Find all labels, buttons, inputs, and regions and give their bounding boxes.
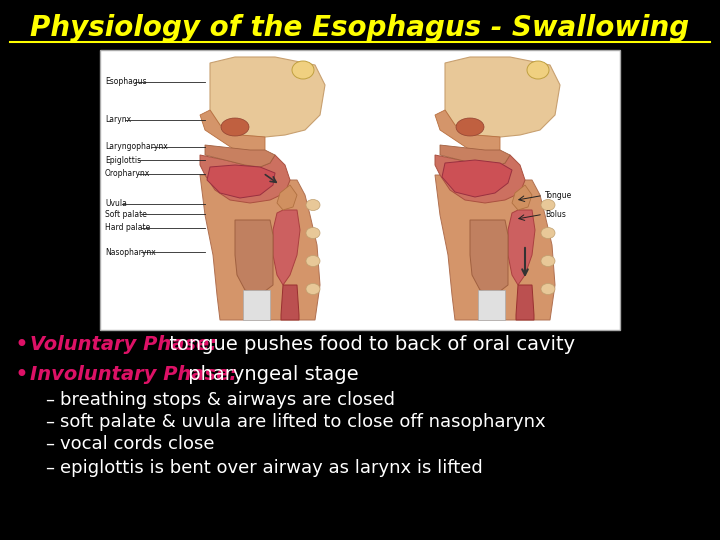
Polygon shape xyxy=(445,57,560,137)
Text: Bolus: Bolus xyxy=(545,210,566,219)
Ellipse shape xyxy=(306,227,320,239)
Ellipse shape xyxy=(221,118,249,136)
Polygon shape xyxy=(512,185,532,210)
Text: –: – xyxy=(45,391,54,409)
Polygon shape xyxy=(435,155,525,203)
Polygon shape xyxy=(440,145,510,167)
Text: Hard palate: Hard palate xyxy=(105,224,150,232)
Text: –: – xyxy=(45,459,54,477)
Text: Epiglottis: Epiglottis xyxy=(105,156,141,165)
Polygon shape xyxy=(235,220,273,295)
Ellipse shape xyxy=(527,61,549,79)
Ellipse shape xyxy=(292,61,314,79)
Text: Physiology of the Esophagus - Swallowing: Physiology of the Esophagus - Swallowing xyxy=(30,14,690,42)
Polygon shape xyxy=(281,285,299,320)
Text: Larynx: Larynx xyxy=(105,116,131,124)
Text: Nasopharynx: Nasopharynx xyxy=(105,248,156,256)
Polygon shape xyxy=(277,185,297,210)
Ellipse shape xyxy=(541,284,555,294)
Ellipse shape xyxy=(306,284,320,294)
Ellipse shape xyxy=(306,255,320,267)
Text: tongue pushes food to back of oral cavity: tongue pushes food to back of oral cavit… xyxy=(163,335,575,354)
Polygon shape xyxy=(516,285,534,320)
Text: soft palate & uvula are lifted to close off nasopharynx: soft palate & uvula are lifted to close … xyxy=(60,413,546,431)
Text: pharyngeal stage: pharyngeal stage xyxy=(182,366,359,384)
Polygon shape xyxy=(508,210,535,285)
Ellipse shape xyxy=(541,199,555,211)
Text: •: • xyxy=(15,363,29,387)
Ellipse shape xyxy=(306,199,320,211)
Text: epiglottis is bent over airway as larynx is lifted: epiglottis is bent over airway as larynx… xyxy=(60,459,482,477)
Ellipse shape xyxy=(541,255,555,267)
Polygon shape xyxy=(470,220,508,295)
Polygon shape xyxy=(442,160,512,197)
Polygon shape xyxy=(243,290,270,320)
Text: –: – xyxy=(45,435,54,453)
Polygon shape xyxy=(200,110,265,155)
Bar xyxy=(100,50,620,330)
Polygon shape xyxy=(200,175,320,320)
Polygon shape xyxy=(435,110,500,155)
Text: Voluntary Phase:: Voluntary Phase: xyxy=(30,335,217,354)
Polygon shape xyxy=(207,165,275,198)
Text: Uvula: Uvula xyxy=(105,199,127,208)
Polygon shape xyxy=(210,57,325,137)
Polygon shape xyxy=(478,290,505,320)
Ellipse shape xyxy=(541,227,555,239)
Text: •: • xyxy=(15,333,29,357)
Text: vocal cords close: vocal cords close xyxy=(60,435,215,453)
Ellipse shape xyxy=(456,118,484,136)
Polygon shape xyxy=(200,155,290,203)
Text: –: – xyxy=(45,413,54,431)
Text: Esophagus: Esophagus xyxy=(105,78,147,86)
Polygon shape xyxy=(273,210,300,285)
Text: Involuntary Phase:: Involuntary Phase: xyxy=(30,366,237,384)
Polygon shape xyxy=(435,175,555,320)
Text: breathing stops & airways are closed: breathing stops & airways are closed xyxy=(60,391,395,409)
Text: Oropharynx: Oropharynx xyxy=(105,170,150,178)
Text: Soft palate: Soft palate xyxy=(105,210,147,219)
Text: Tongue: Tongue xyxy=(545,191,572,200)
Polygon shape xyxy=(205,145,275,167)
Text: Laryngopharynx: Laryngopharynx xyxy=(105,143,168,151)
